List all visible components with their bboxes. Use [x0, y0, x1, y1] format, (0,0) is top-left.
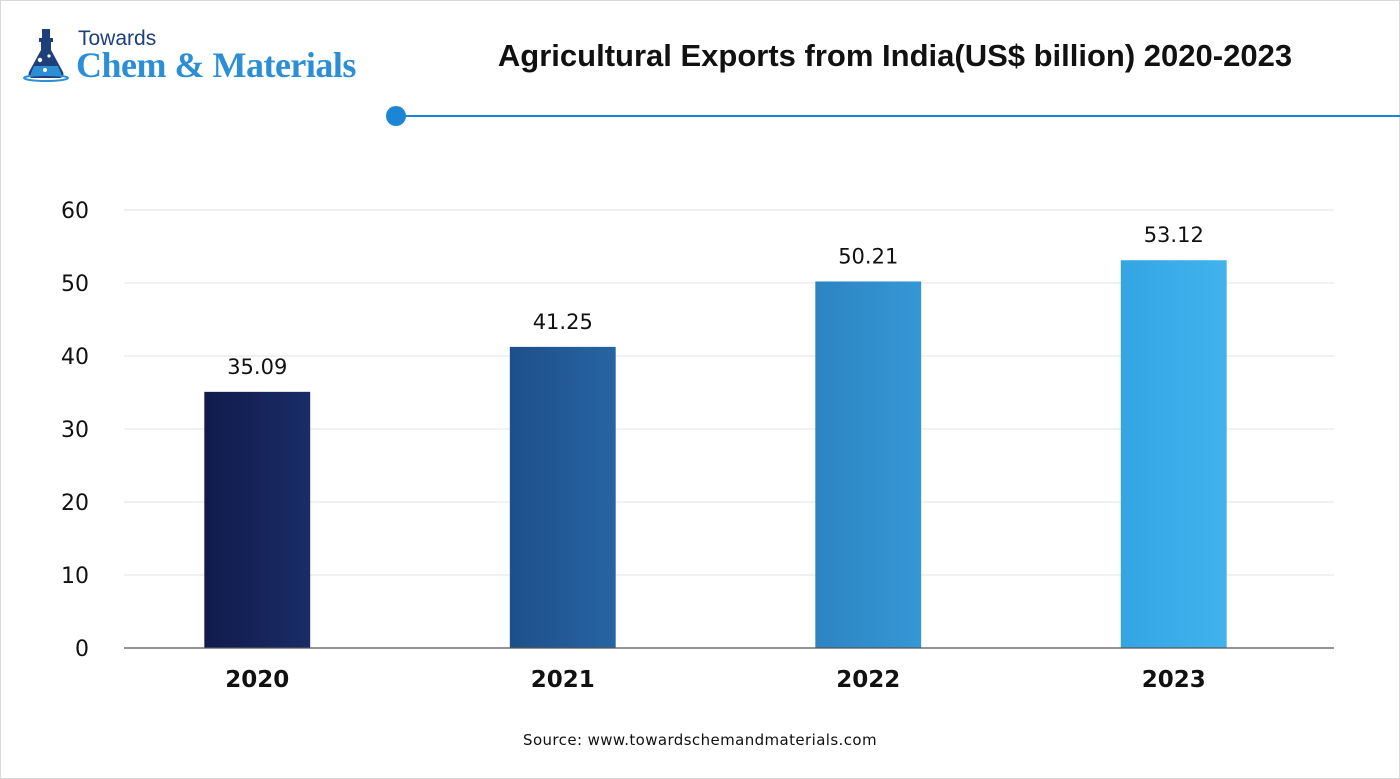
x-tick-label-2020: 2020	[225, 667, 289, 693]
bar-2020	[204, 391, 311, 648]
x-tick-label-2022: 2022	[836, 667, 900, 693]
source-note: Source: www.towardschemandmaterials.com	[523, 731, 877, 749]
divider-dot	[386, 106, 406, 126]
bar-2022	[815, 281, 922, 648]
chart-title: Agricultural Exports from India(US$ bill…	[497, 38, 1293, 73]
y-tick-label: 60	[61, 199, 89, 224]
y-tick-label: 20	[61, 491, 89, 516]
y-tick-label: 30	[61, 418, 89, 443]
y-tick-label: 40	[61, 345, 89, 370]
bars: 35.09 41.25 50.21 53.12	[204, 223, 1227, 648]
data-label-2022: 50.21	[838, 244, 898, 268]
x-tick-label-2021: 2021	[531, 667, 595, 693]
data-label-2021: 41.25	[533, 310, 593, 334]
y-tick-label: 10	[61, 564, 89, 589]
x-tick-label-2023: 2023	[1142, 667, 1206, 693]
brand-main-text: Chem & Materials	[76, 45, 356, 85]
bar-2021	[509, 346, 616, 648]
title-divider	[386, 106, 1400, 126]
y-tick-label: 50	[61, 272, 89, 297]
bar-2023	[1120, 260, 1227, 648]
data-label-2020: 35.09	[227, 355, 287, 379]
y-tick-label: 0	[75, 637, 89, 662]
flask-icon	[23, 29, 69, 82]
brand-top-text: Towards	[78, 27, 157, 50]
brand-logo: Towards Chem & Materials	[22, 24, 382, 85]
y-axis: 0 10 20 30 40 50 60	[61, 199, 89, 662]
divider-line	[396, 115, 1400, 117]
x-axis: 2020 2021 2022 2023	[124, 647, 1334, 693]
data-label-2023: 53.12	[1144, 223, 1204, 247]
